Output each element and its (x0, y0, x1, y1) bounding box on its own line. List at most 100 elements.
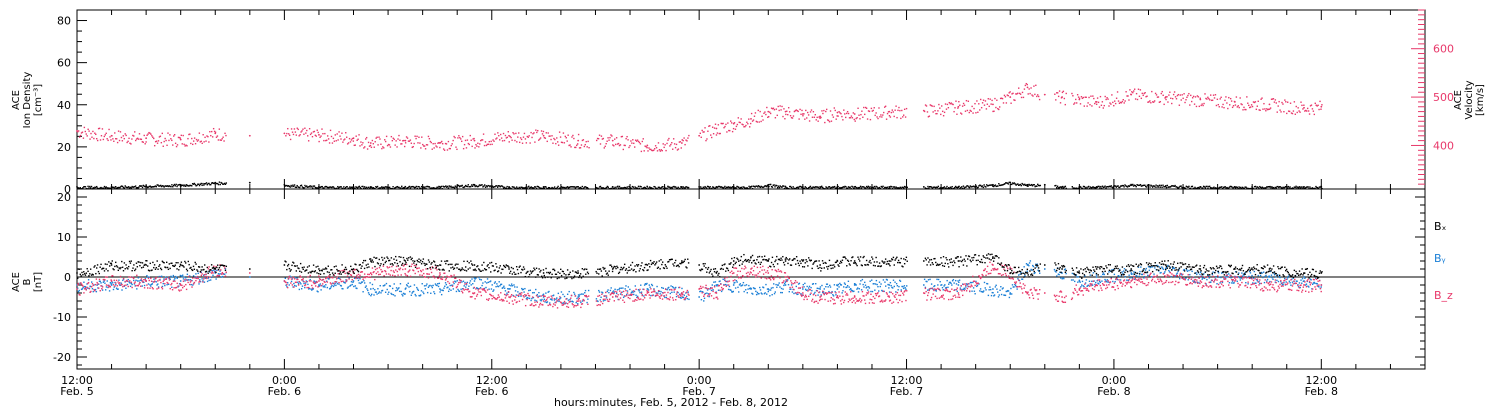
density-point (445, 185, 447, 187)
velocity-point (1061, 91, 1064, 94)
density-point (782, 185, 785, 187)
velocity-point (1036, 95, 1038, 98)
density-point-anchor (214, 181, 217, 184)
velocity-point (216, 135, 219, 137)
bz-point (353, 276, 355, 278)
velocity-point (1218, 106, 1220, 108)
bz-point (560, 302, 563, 304)
density-point (1150, 184, 1152, 186)
bz-point (357, 273, 360, 276)
density-point (177, 184, 179, 186)
density-point (937, 185, 940, 188)
bz-point (111, 275, 114, 277)
by-point (1224, 276, 1226, 278)
bz-point (348, 278, 350, 280)
density-point (623, 187, 625, 189)
velocity-point (720, 122, 722, 125)
bz-point (81, 284, 84, 287)
velocity-point (1003, 94, 1006, 97)
density-point (1281, 187, 1283, 189)
by-point (757, 293, 759, 295)
by-point (1004, 294, 1007, 297)
by-point (580, 301, 582, 304)
velocity-point (1032, 95, 1034, 97)
bz-point (500, 292, 502, 294)
density-point (642, 187, 644, 190)
density-point (720, 186, 723, 188)
velocity-point (417, 142, 419, 144)
by-point (357, 279, 360, 282)
density-point (90, 185, 93, 188)
by-point (852, 290, 854, 293)
by-point (864, 281, 866, 284)
by-point (1278, 275, 1280, 278)
density-point (430, 187, 432, 190)
by-point (1035, 263, 1037, 265)
by-point (701, 291, 703, 293)
velocity-point (844, 113, 846, 115)
by-point (479, 278, 481, 281)
bz-point (150, 277, 152, 280)
by-point (370, 294, 372, 297)
by-point (953, 282, 955, 284)
by-point (846, 284, 849, 287)
by-point (703, 300, 705, 302)
density-point (461, 184, 463, 187)
velocity-point (100, 135, 103, 137)
velocity-point (700, 136, 702, 139)
velocity-point (659, 150, 662, 152)
by-point (285, 284, 287, 286)
bz-point (136, 284, 139, 287)
by-point (1297, 286, 1300, 288)
velocity-point (751, 120, 754, 122)
by-point (784, 281, 787, 283)
by-point (743, 290, 745, 293)
velocity-point (561, 141, 564, 144)
velocity-point (89, 138, 91, 140)
by-point (717, 284, 719, 286)
density-point (515, 187, 517, 190)
bz-point (409, 275, 412, 278)
velocity-point (878, 107, 880, 109)
by-point (866, 286, 868, 288)
density-point (658, 186, 660, 189)
velocity-point (109, 136, 111, 138)
density-point (800, 185, 802, 188)
velocity-point (586, 146, 588, 148)
density-point (612, 187, 615, 190)
velocity-point (174, 142, 177, 145)
density-point-anchor (680, 185, 683, 188)
by-point (1142, 269, 1144, 271)
by-point (1219, 282, 1221, 284)
density-point (842, 186, 844, 188)
velocity-point (190, 142, 192, 145)
by-point (742, 281, 745, 284)
by-point (937, 278, 940, 281)
bz-point (293, 278, 296, 280)
velocity-point (386, 144, 389, 147)
velocity-point (999, 97, 1002, 100)
velocity-point (827, 119, 830, 122)
velocity-point (488, 140, 490, 143)
velocity-point (1203, 102, 1205, 105)
density-point (524, 187, 527, 189)
bz-point (477, 289, 479, 291)
by-point (1216, 283, 1218, 285)
velocity-point (785, 113, 787, 116)
velocity-point (583, 145, 586, 148)
velocity-point (1260, 98, 1262, 100)
bz-point (483, 289, 486, 291)
density-point (1008, 181, 1010, 184)
bz-point (132, 277, 135, 280)
by-point (108, 284, 110, 287)
bz-point (426, 273, 428, 275)
by-point (748, 287, 751, 290)
by-point (839, 282, 841, 285)
bz-point (467, 288, 469, 291)
density-point (1321, 187, 1323, 190)
density-point (608, 188, 610, 190)
by-point (347, 286, 350, 288)
density-point (619, 187, 622, 189)
by-point (524, 295, 527, 297)
velocity-point (1263, 102, 1265, 105)
